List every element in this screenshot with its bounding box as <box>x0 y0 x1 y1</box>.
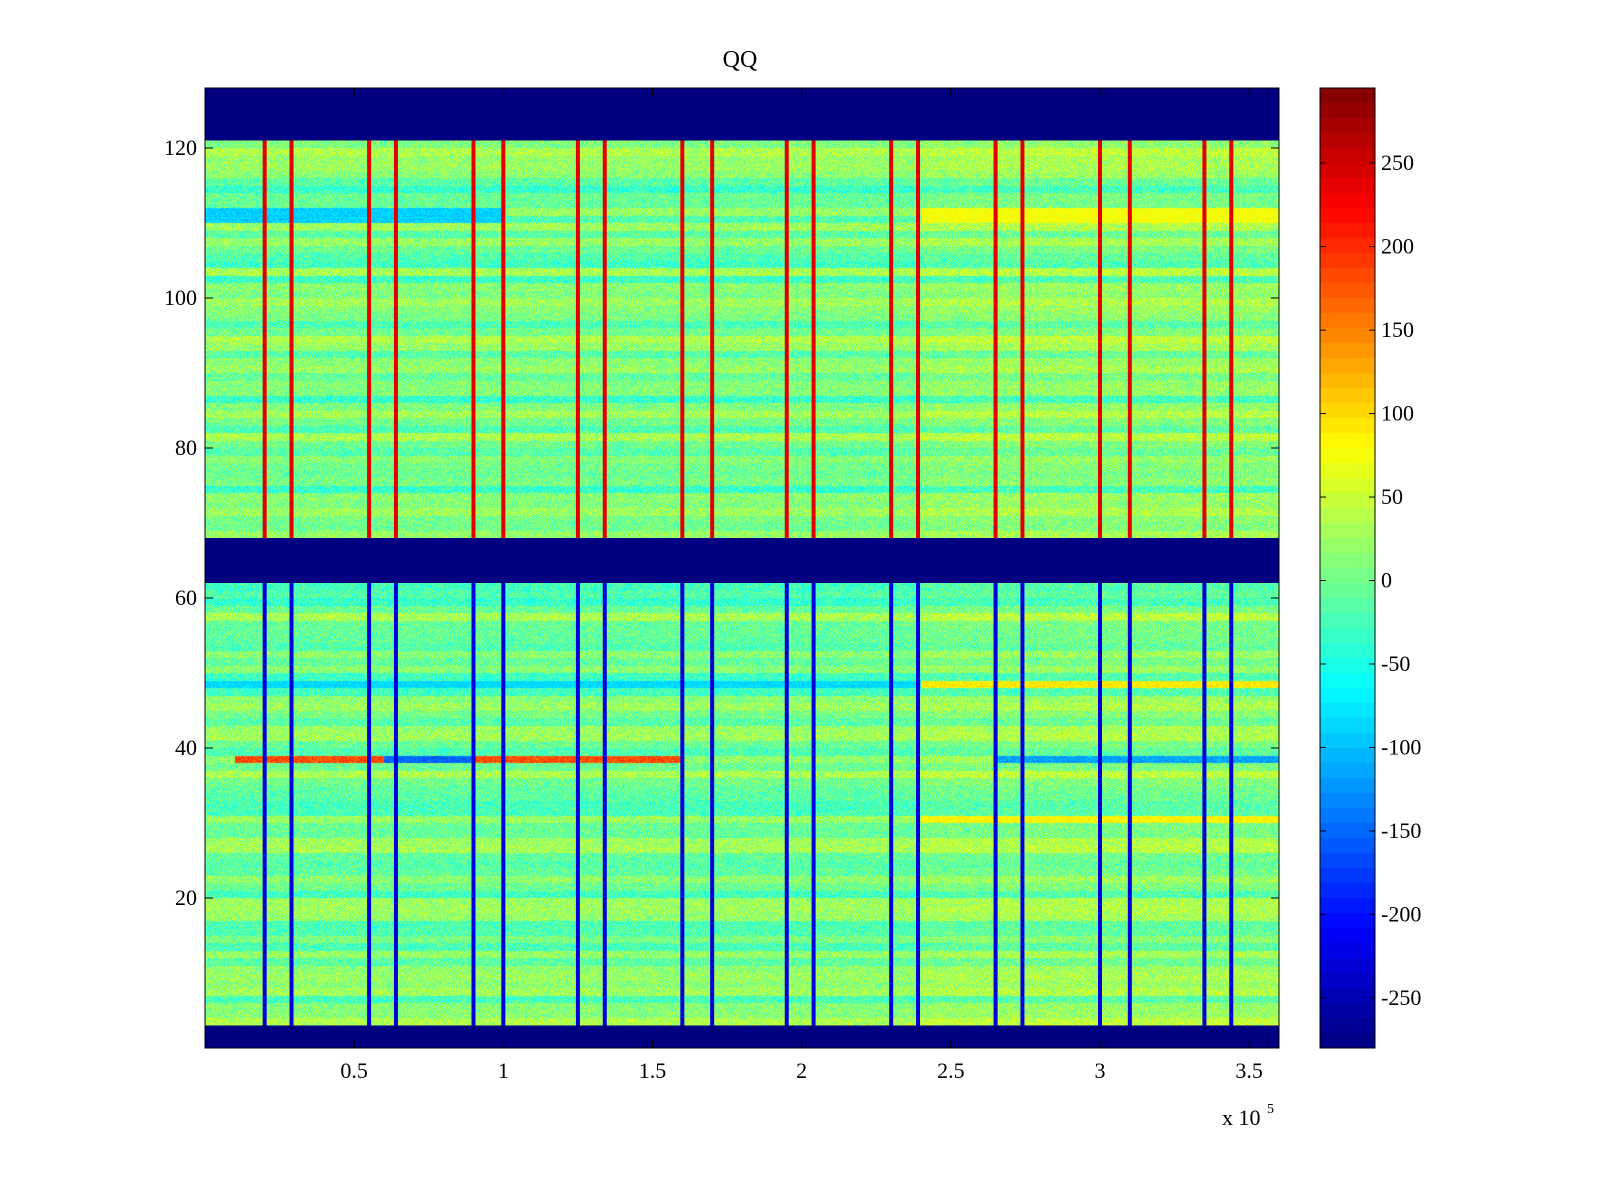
vertical-stripe-lower-4 <box>471 583 476 1026</box>
vertical-stripe-upper-6 <box>575 140 580 538</box>
colorbar-axis: 250 200 150 100 50 0 -50 -100 -150 -200 -250 <box>1320 150 1421 1010</box>
y-tick-label-3: 80 <box>175 435 197 460</box>
masked-band-1 <box>205 538 1279 583</box>
x-exponent-base: x 10 <box>1222 1105 1261 1130</box>
vertical-stripe-upper-3 <box>393 140 398 538</box>
vertical-stripe-upper-18 <box>1202 140 1207 538</box>
vertical-stripe-lower-5 <box>501 583 506 1026</box>
y-tick-label-2: 60 <box>175 585 197 610</box>
vertical-stripe-upper-14 <box>993 140 998 538</box>
y-tick-label-1: 40 <box>175 735 197 760</box>
x-tick-label-1: 1 <box>498 1058 509 1083</box>
vertical-stripe-upper-12 <box>889 140 894 538</box>
colorbar-tick-label-6: -50 <box>1381 651 1410 676</box>
vertical-stripe-upper-11 <box>811 140 816 538</box>
colorbar-tick-label-0: 250 <box>1381 150 1414 175</box>
y-axis: 20 40 60 80 100 120 <box>164 135 1279 910</box>
vertical-stripe-lower-0 <box>262 583 267 1026</box>
vertical-stripe-upper-4 <box>471 140 476 538</box>
vertical-stripe-lower-7 <box>602 583 607 1026</box>
vertical-stripe-lower-8 <box>680 583 685 1026</box>
chart-title: QQ <box>723 47 758 73</box>
vertical-stripe-upper-1 <box>289 140 294 538</box>
colorbar-tick-label-10: -250 <box>1381 985 1421 1010</box>
colorbar-tick-label-3: 100 <box>1381 401 1414 426</box>
colorbar-tick-label-8: -150 <box>1381 818 1421 843</box>
colorbar-tick-label-1: 200 <box>1381 234 1414 259</box>
colorbar-tick-label-4: 50 <box>1381 484 1403 509</box>
stripe-layer <box>262 140 1234 1026</box>
vertical-stripe-upper-9 <box>710 140 715 538</box>
vertical-stripe-lower-6 <box>575 583 580 1026</box>
colorbar-tick-label-7: -100 <box>1381 734 1421 759</box>
vertical-stripe-upper-7 <box>602 140 607 538</box>
x-tick-label-0: 0.5 <box>340 1058 368 1083</box>
vertical-stripe-upper-8 <box>680 140 685 538</box>
vertical-stripe-lower-17 <box>1127 583 1132 1026</box>
vertical-stripe-lower-13 <box>916 583 921 1026</box>
vertical-stripe-lower-11 <box>811 583 816 1026</box>
vertical-stripe-upper-17 <box>1127 140 1132 538</box>
masked-band-layer <box>205 88 1279 1048</box>
vertical-stripe-lower-19 <box>1229 583 1234 1026</box>
y-tick-label-4: 100 <box>164 285 197 310</box>
vertical-stripe-lower-18 <box>1202 583 1207 1026</box>
vertical-stripe-upper-10 <box>784 140 789 538</box>
vertical-stripe-upper-2 <box>367 140 372 538</box>
x-tick-label-4: 2.5 <box>937 1058 965 1083</box>
x-axis: 0.5 1 1.5 2 2.5 3 3.5 <box>340 88 1263 1083</box>
y-tick-label-0: 20 <box>175 885 197 910</box>
vertical-stripe-lower-15 <box>1020 583 1025 1026</box>
x-tick-label-5: 3 <box>1095 1058 1106 1083</box>
colorbar-frame <box>1319 87 1376 1049</box>
x-tick-label-3: 2 <box>796 1058 807 1083</box>
plot-frame <box>204 87 1280 1049</box>
vertical-stripe-lower-3 <box>393 583 398 1026</box>
x-tick-label-2: 1.5 <box>639 1058 667 1083</box>
masked-band-0 <box>205 88 1279 141</box>
colorbar-tick-label-2: 150 <box>1381 317 1414 342</box>
vertical-stripe-lower-2 <box>367 583 372 1026</box>
vertical-stripe-upper-15 <box>1020 140 1025 538</box>
vertical-stripe-lower-10 <box>784 583 789 1026</box>
vertical-stripe-upper-19 <box>1229 140 1234 538</box>
vertical-stripe-upper-16 <box>1098 140 1102 538</box>
colorbar-gradient <box>1320 88 1375 1048</box>
vertical-stripe-upper-0 <box>262 140 267 538</box>
vertical-stripe-upper-5 <box>501 140 506 538</box>
x-exponent-power: 5 <box>1267 1102 1274 1117</box>
colorbar-holder <box>1320 88 1375 1048</box>
vertical-stripe-lower-14 <box>993 583 998 1026</box>
vertical-stripe-upper-13 <box>916 140 921 538</box>
vertical-stripe-lower-9 <box>710 583 715 1026</box>
colorbar-tick-label-9: -200 <box>1381 901 1421 926</box>
x-tick-label-6: 3.5 <box>1235 1058 1263 1083</box>
vertical-stripe-lower-16 <box>1098 583 1102 1026</box>
vertical-stripe-lower-1 <box>289 583 294 1026</box>
y-tick-label-5: 120 <box>164 135 197 160</box>
colorbar-tick-label-5: 0 <box>1381 568 1392 593</box>
vertical-stripe-lower-12 <box>889 583 894 1026</box>
masked-band-2 <box>205 1025 1279 1048</box>
